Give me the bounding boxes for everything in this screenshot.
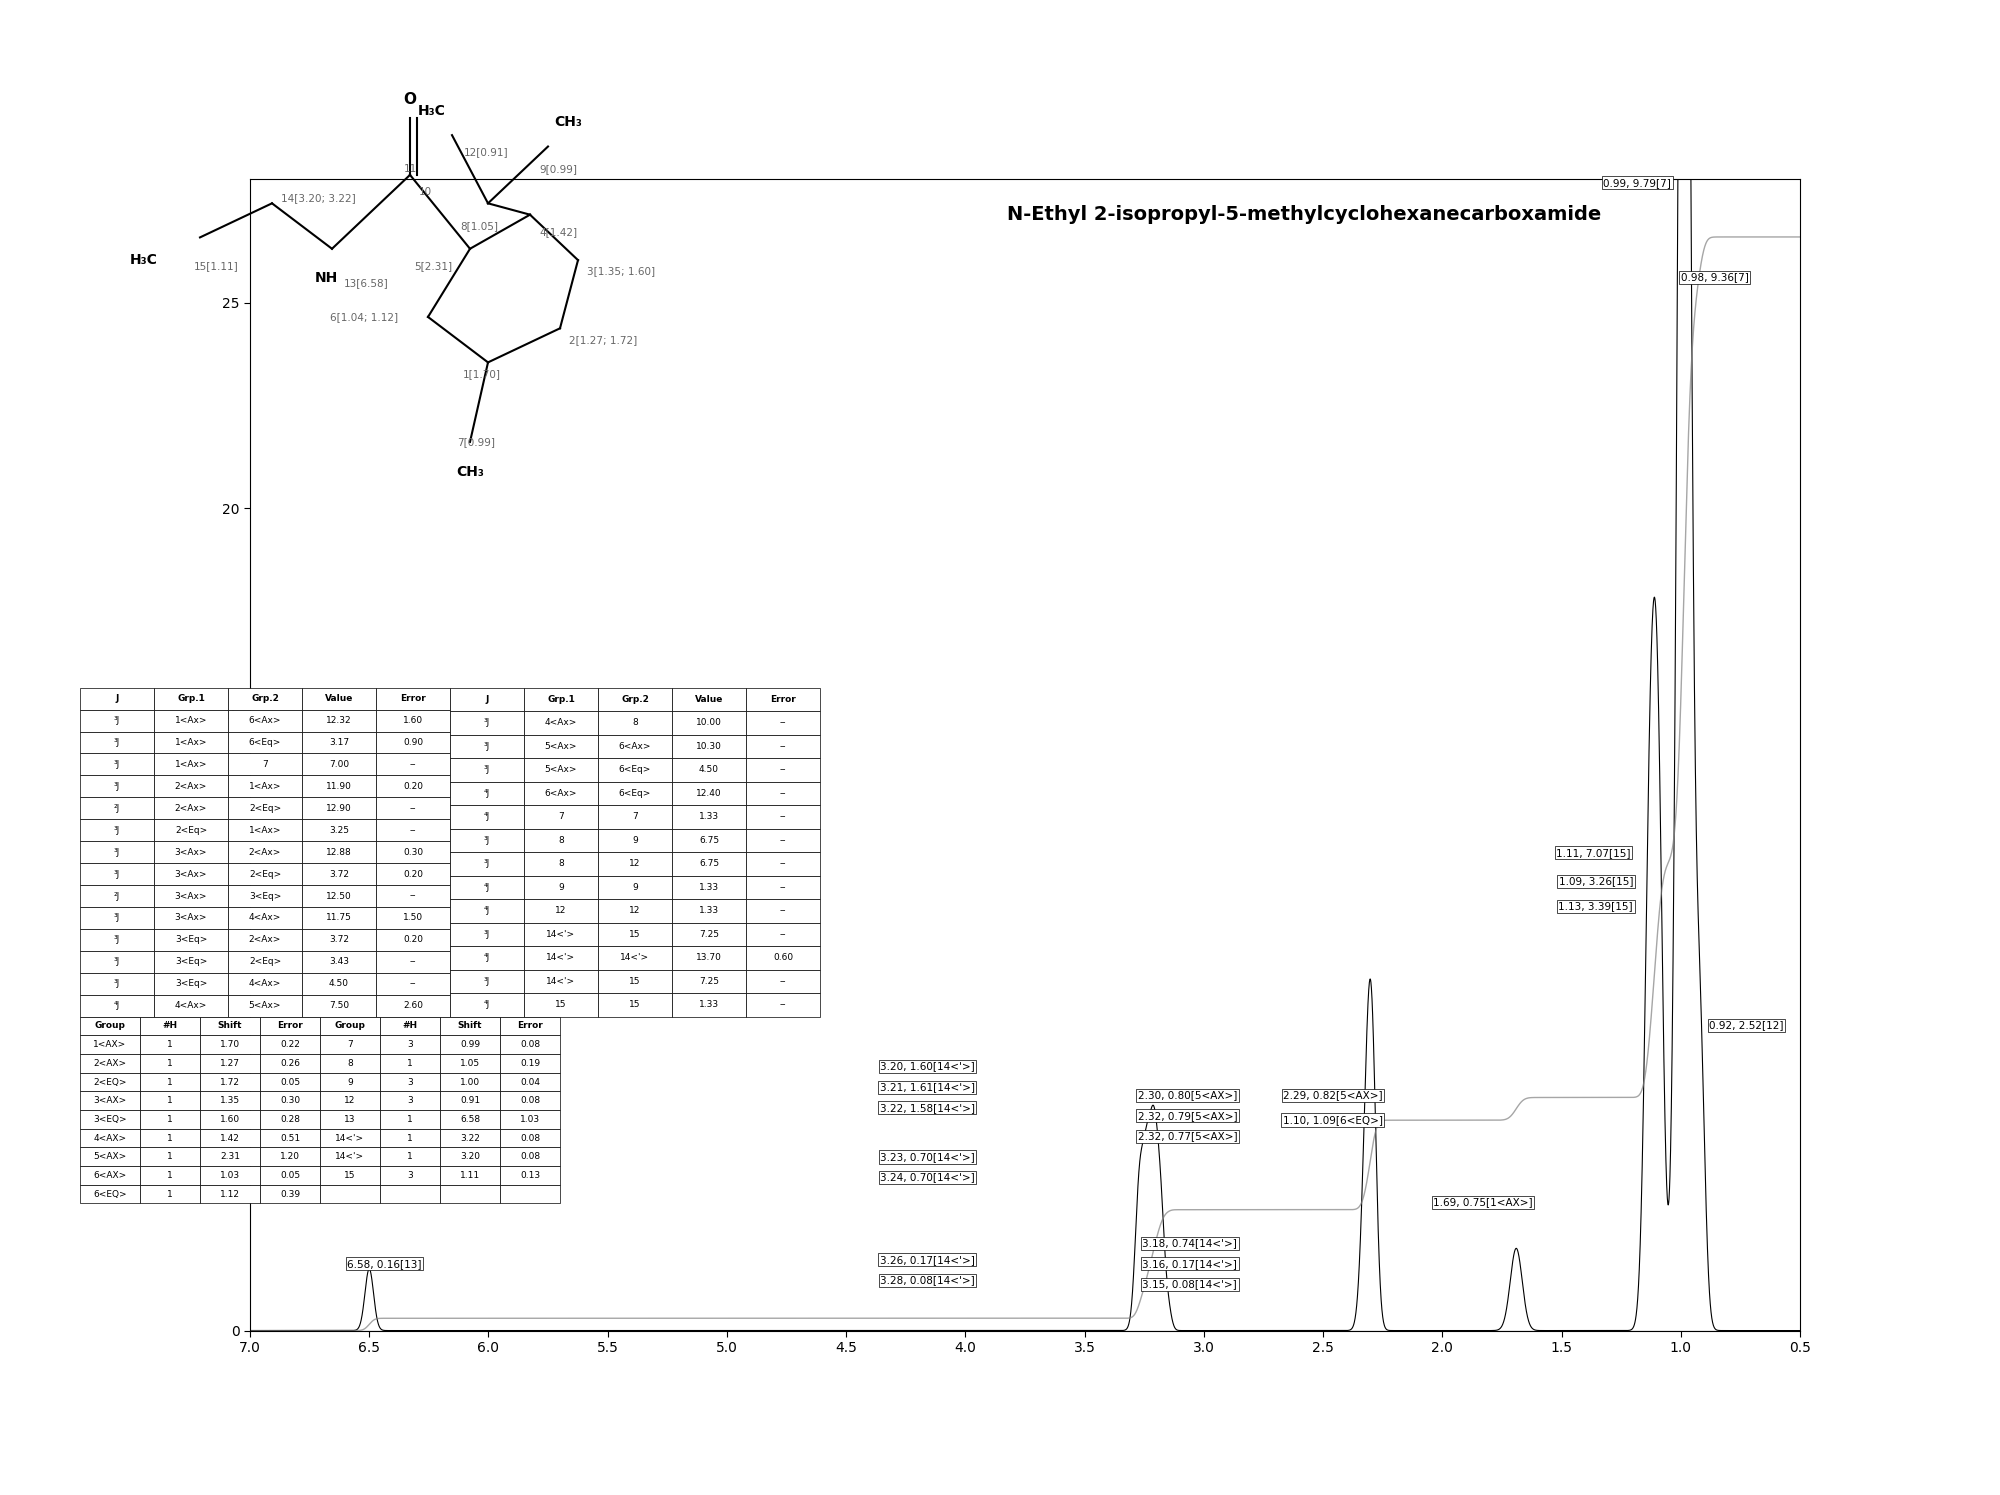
Text: 3.26, 0.17[14<'>]: 3.26, 0.17[14<'>] — [880, 1254, 974, 1265]
Text: 14[3.20; 3.22]: 14[3.20; 3.22] — [280, 193, 356, 203]
Text: 7[0.99]: 7[0.99] — [456, 437, 494, 447]
Title: N-Ethyl 2-isopropyl-5-methylcyclohexanecarboxamide: N-Ethyl 2-isopropyl-5-methylcyclohexanec… — [1006, 205, 1602, 224]
Text: 1.69, 0.75[1<AX>]: 1.69, 0.75[1<AX>] — [1434, 1197, 1532, 1208]
Text: H₃C: H₃C — [418, 105, 446, 118]
Text: O: O — [404, 91, 416, 106]
Text: CH₃: CH₃ — [554, 115, 582, 130]
Text: 11: 11 — [404, 164, 416, 175]
Text: 3.20, 1.60[14<'>]: 3.20, 1.60[14<'>] — [880, 1061, 974, 1072]
Text: 15[1.11]: 15[1.11] — [194, 260, 238, 271]
Text: 3.16, 0.17[14<'>]: 3.16, 0.17[14<'>] — [1142, 1259, 1238, 1269]
Text: 2.29, 0.82[5<AX>]: 2.29, 0.82[5<AX>] — [1284, 1090, 1382, 1100]
Text: 8[1.05]: 8[1.05] — [460, 221, 498, 232]
Text: 3.15, 0.08[14<'>]: 3.15, 0.08[14<'>] — [1142, 1280, 1238, 1289]
Text: 3.23, 0.70[14<'>]: 3.23, 0.70[14<'>] — [880, 1153, 974, 1162]
Text: 2.30, 0.80[5<AX>]: 2.30, 0.80[5<AX>] — [1138, 1090, 1238, 1100]
Text: 2[1.27; 1.72]: 2[1.27; 1.72] — [570, 335, 638, 345]
Text: 6[1.04; 1.12]: 6[1.04; 1.12] — [330, 312, 398, 321]
Text: 10: 10 — [420, 187, 432, 197]
Text: 6.58, 0.16[13]: 6.58, 0.16[13] — [348, 1259, 422, 1269]
Text: 3.18, 0.74[14<'>]: 3.18, 0.74[14<'>] — [1142, 1238, 1238, 1248]
Text: 13[6.58]: 13[6.58] — [344, 278, 388, 289]
Text: 1[1.70]: 1[1.70] — [462, 369, 500, 378]
Text: 3.22, 1.58[14<'>]: 3.22, 1.58[14<'>] — [880, 1103, 974, 1112]
Text: CH₃: CH₃ — [456, 465, 484, 478]
Text: 4[1.42]: 4[1.42] — [540, 227, 578, 236]
Text: 0.99, 9.79[7]: 0.99, 9.79[7] — [1604, 178, 1672, 188]
Text: NH: NH — [314, 272, 338, 286]
Text: 1.10, 1.09[6<EQ>]: 1.10, 1.09[6<EQ>] — [1282, 1115, 1382, 1126]
Text: 1.11, 7.07[15]: 1.11, 7.07[15] — [1556, 848, 1630, 858]
Text: 9[0.99]: 9[0.99] — [538, 164, 576, 175]
Text: 2.32, 0.79[5<AX>]: 2.32, 0.79[5<AX>] — [1138, 1111, 1238, 1121]
Text: 12[0.91]: 12[0.91] — [464, 147, 508, 157]
Text: 2.32, 0.77[5<AX>]: 2.32, 0.77[5<AX>] — [1138, 1132, 1238, 1142]
Text: H₃C: H₃C — [130, 253, 158, 268]
Text: 5[2.31]: 5[2.31] — [414, 260, 452, 271]
Text: 0.92, 2.52[12]: 0.92, 2.52[12] — [1710, 1021, 1784, 1030]
Text: 3.28, 0.08[14<'>]: 3.28, 0.08[14<'>] — [880, 1275, 974, 1286]
Text: 1.13, 3.39[15]: 1.13, 3.39[15] — [1558, 901, 1634, 912]
Text: 3.24, 0.70[14<'>]: 3.24, 0.70[14<'>] — [880, 1172, 974, 1183]
Text: 3[1.35; 1.60]: 3[1.35; 1.60] — [588, 266, 656, 277]
Text: 1.09, 3.26[15]: 1.09, 3.26[15] — [1558, 876, 1634, 887]
Text: 0.98, 9.36[7]: 0.98, 9.36[7] — [1680, 272, 1748, 283]
Text: 3.21, 1.61[14<'>]: 3.21, 1.61[14<'>] — [880, 1082, 974, 1093]
